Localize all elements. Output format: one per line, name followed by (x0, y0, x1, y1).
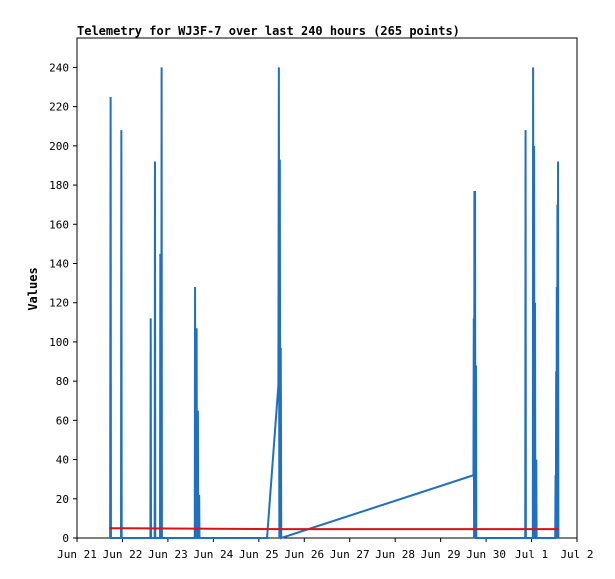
y-tick-label: 200 (49, 140, 69, 153)
y-tick-label: 60 (56, 414, 69, 427)
y-tick-label: 160 (49, 218, 69, 231)
x-tick-label: Jun 27 (330, 548, 370, 561)
x-tick-label: Jun 26 (284, 548, 324, 561)
x-tick-label: Jul 2 (560, 548, 593, 561)
x-axis: Jun 21 Jun 22 Jun 23 Jun 24 Jun 25 Jun 26 Jun … (57, 538, 594, 561)
x-tick-label: Jun 30 (466, 548, 506, 561)
x-tick-label: Jun 22 (103, 548, 143, 561)
chart-title: Telemetry for WJ3F-7 over last 240 hours… (77, 24, 460, 38)
y-axis: 0 20 40 60 80 100 120 140 160 180 200 220 240 (49, 61, 77, 545)
reference-series-line (109, 527, 560, 531)
y-tick-label: 240 (49, 61, 69, 74)
series-layer (109, 67, 560, 540)
y-tick-label: 120 (49, 297, 69, 310)
x-tick-label: Jun 23 (148, 548, 188, 561)
telemetry-series-line (109, 67, 560, 540)
x-tick-label: Jul 1 (515, 548, 548, 561)
x-tick-label: Jun 24 (193, 548, 233, 561)
y-tick-label: 20 (56, 493, 69, 506)
y-tick-label: 180 (49, 179, 69, 192)
y-tick-label: 140 (49, 257, 69, 270)
y-axis-label: Values (26, 267, 40, 310)
x-tick-label: Jun 29 (421, 548, 461, 561)
x-tick-label: Jun 28 (375, 548, 415, 561)
y-tick-label: 80 (56, 375, 69, 388)
y-tick-label: 100 (49, 336, 69, 349)
y-tick-label: 40 (56, 454, 69, 467)
x-tick-label: Jun 25 (239, 548, 279, 561)
y-tick-label: 220 (49, 101, 69, 114)
y-tick-label: 0 (62, 532, 69, 545)
x-tick-label: Jun 21 (57, 548, 97, 561)
plot-frame (76, 37, 578, 539)
